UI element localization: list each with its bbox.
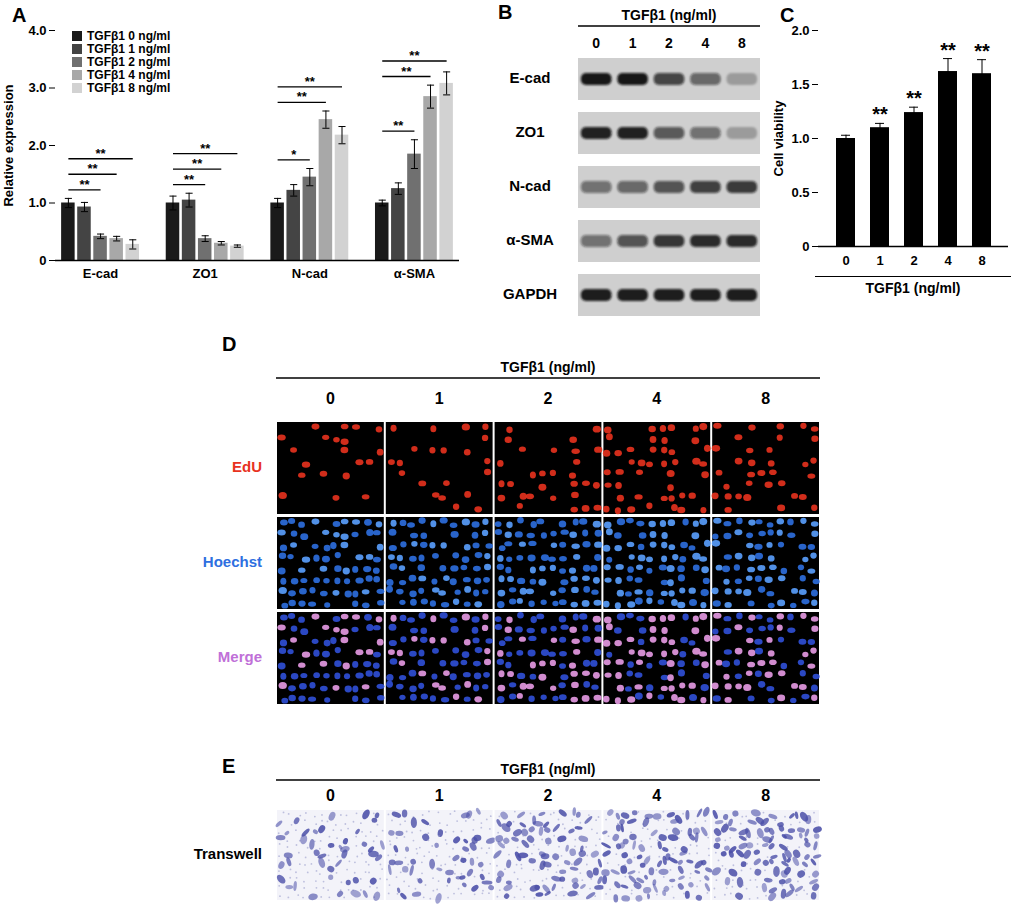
svg-text:0: 0 [842, 253, 849, 268]
svg-text:2: 2 [910, 253, 917, 268]
svg-text:4: 4 [652, 787, 661, 804]
svg-text:E-cad: E-cad [510, 69, 551, 86]
svg-text:N-cad: N-cad [292, 266, 328, 281]
svg-text:TGFβ1 (ng/ml): TGFβ1 (ng/ml) [501, 761, 596, 777]
svg-text:E: E [222, 755, 235, 777]
svg-text:**: ** [906, 87, 922, 109]
html-text:TGFβ1 0 ng/ml: TGFβ1 0 ng/ml [87, 29, 171, 43]
svg-text:α-SMA: α-SMA [506, 231, 554, 248]
svg-text:Transwell: Transwell [194, 845, 262, 862]
svg-text:GAPDH: GAPDH [503, 285, 557, 302]
svg-text:B: B [498, 1, 512, 23]
svg-text:4: 4 [702, 35, 710, 51]
svg-text:**: ** [79, 177, 90, 192]
svg-text:2: 2 [544, 787, 553, 804]
html-text:C: C [780, 4, 795, 26]
svg-text:0: 0 [592, 35, 600, 51]
svg-text:**: ** [940, 39, 956, 61]
svg-text:0: 0 [326, 787, 335, 804]
svg-text:**: ** [96, 146, 107, 161]
html-text:TGFβ1 8 ng/ml: TGFβ1 8 ng/ml [87, 81, 171, 95]
svg-text:1: 1 [629, 35, 637, 51]
svg-text:α-SMA: α-SMA [394, 266, 436, 281]
svg-text:2: 2 [665, 35, 673, 51]
html-text:TGFβ1 1 ng/ml: TGFβ1 1 ng/ml [87, 42, 171, 56]
svg-text:1.0: 1.0 [28, 195, 46, 210]
svg-text:TGFβ1 (ng/ml): TGFβ1 (ng/ml) [622, 7, 717, 23]
svg-text:1: 1 [435, 787, 444, 804]
svg-text:**: ** [401, 64, 412, 79]
svg-text:ZO1: ZO1 [193, 266, 218, 281]
svg-text:N-cad: N-cad [509, 177, 551, 194]
svg-text:1.5: 1.5 [791, 77, 809, 92]
svg-text:2.0: 2.0 [28, 138, 46, 153]
svg-text:**: ** [305, 74, 316, 89]
svg-text:2: 2 [544, 390, 553, 407]
svg-text:0: 0 [39, 253, 46, 268]
svg-text:0: 0 [802, 239, 809, 254]
svg-text:D: D [222, 333, 236, 355]
svg-text:**: ** [184, 172, 195, 187]
svg-text:4: 4 [652, 390, 661, 407]
svg-text:ZO1: ZO1 [515, 123, 544, 140]
svg-text:**: ** [192, 156, 203, 171]
svg-text:**: ** [872, 103, 888, 125]
svg-text:**: ** [974, 40, 990, 62]
svg-text:**: ** [393, 118, 404, 133]
html-text:TGFβ1 4 ng/ml: TGFβ1 4 ng/ml [87, 68, 171, 82]
svg-text:0: 0 [326, 390, 335, 407]
svg-text:8: 8 [761, 390, 770, 407]
svg-text:EdU: EdU [232, 458, 262, 475]
svg-text:1.0: 1.0 [791, 131, 809, 146]
svg-text:TGFβ1 (ng/ml): TGFβ1 (ng/ml) [501, 359, 596, 375]
svg-text:**: ** [409, 48, 420, 63]
html-text:A: A [12, 4, 27, 26]
svg-text:E-cad: E-cad [83, 266, 118, 281]
html-text:TGFβ1 (ng/ml): TGFβ1 (ng/ml) [865, 280, 961, 296]
svg-text:0.5: 0.5 [791, 185, 809, 200]
svg-text:2.0: 2.0 [791, 23, 809, 38]
svg-text:1: 1 [435, 390, 444, 407]
svg-text:8: 8 [738, 35, 746, 51]
svg-text:Merge: Merge [218, 648, 262, 665]
svg-text:Relative expression: Relative expression [1, 84, 16, 206]
svg-text:8: 8 [978, 253, 985, 268]
svg-text:Cell viability: Cell viability [771, 100, 786, 177]
svg-text:**: ** [297, 89, 308, 104]
svg-text:4: 4 [944, 253, 952, 268]
svg-text:**: ** [87, 161, 98, 176]
svg-text:1: 1 [876, 253, 883, 268]
svg-text:3.0: 3.0 [28, 80, 46, 95]
svg-text:Hoechst: Hoechst [203, 553, 262, 570]
svg-text:*: * [291, 147, 297, 162]
svg-text:**: ** [200, 141, 211, 156]
svg-text:4.0: 4.0 [28, 23, 46, 38]
html-text:TGFβ1 2 ng/ml: TGFβ1 2 ng/ml [87, 55, 171, 69]
svg-text:8: 8 [761, 787, 770, 804]
